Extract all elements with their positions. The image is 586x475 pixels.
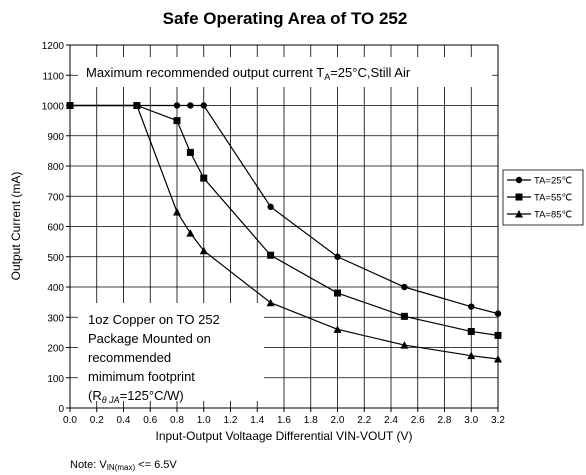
annotation-part: Maximum recommended output current T: [86, 65, 324, 80]
series-line: [70, 104, 499, 360]
y-tick-label: 100: [47, 374, 64, 385]
x-tick-label: 1.8: [304, 415, 318, 426]
marker: [494, 354, 502, 363]
y-tick-label: 200: [47, 344, 64, 355]
series-line: [70, 104, 499, 336]
x-tick-label: 0.6: [143, 415, 157, 426]
x-axis-label: Input-Output Voltaage Differential VIN-V…: [155, 429, 412, 443]
marker: [333, 325, 342, 333]
y-tick-label: 1100: [42, 71, 64, 82]
marker: [267, 203, 274, 211]
note: Note: VIN(max) <= 6.5V: [70, 459, 177, 472]
chart-title: Safe Operating Area of TO 252: [163, 9, 408, 28]
box-annotation: (Rθ JA=125°C/W): [88, 388, 184, 405]
x-tick-label: 0.8: [170, 415, 184, 426]
y-tick-label: 400: [47, 283, 64, 294]
marker: [199, 246, 208, 255]
box-annotation: mimimum footprint: [88, 369, 195, 384]
box-annotation: Package Mounted on: [88, 331, 211, 346]
legend-label: TA=25℃: [534, 176, 573, 187]
marker: [187, 102, 194, 109]
marker: [400, 341, 409, 349]
series-line: [70, 104, 499, 315]
marker: [515, 193, 523, 201]
marker: [334, 289, 341, 297]
x-tick-label: 1.2: [224, 415, 238, 426]
plot-frame: [69, 44, 499, 409]
y-axis-label: Output Current (mA): [9, 172, 23, 281]
top-annotation: Maximum recommended output current TA=25…: [86, 65, 411, 82]
y-tick-label: 500: [47, 253, 64, 264]
marker: [186, 229, 195, 237]
marker: [266, 298, 275, 307]
marker: [186, 148, 194, 156]
marker: [515, 210, 523, 218]
marker: [467, 327, 475, 335]
x-tick-label: 2.8: [438, 415, 452, 426]
annotation-part: =25°C,Still Air: [330, 65, 411, 80]
x-tick-label: 1.6: [277, 415, 291, 426]
x-tick-label: 1.0: [197, 415, 211, 426]
marker: [173, 117, 181, 125]
marker: [494, 310, 502, 317]
annotation-box: [78, 303, 264, 401]
marker: [200, 102, 207, 109]
x-tick-label: 3.0: [464, 415, 478, 426]
x-tick-label: 0.2: [90, 415, 104, 426]
annotation-part: A: [324, 72, 330, 82]
marker: [468, 303, 475, 310]
y-tick-label: 800: [47, 162, 64, 173]
marker: [515, 176, 523, 184]
y-tick-label: 0: [58, 404, 64, 415]
y-tick-label: 1200: [42, 41, 65, 52]
marker: [334, 253, 341, 260]
y-tick-label: 700: [47, 192, 64, 203]
legend-label: TA=85℃: [534, 210, 573, 221]
y-tick-label: 300: [47, 313, 64, 324]
marker: [132, 101, 141, 109]
marker: [173, 102, 181, 109]
x-tick-label: 0.0: [63, 415, 77, 426]
x-tick-label: 3.2: [491, 415, 505, 426]
marker: [66, 101, 74, 109]
note-text: <= 6.5V: [135, 459, 177, 471]
x-tick-label: 2.0: [331, 415, 345, 426]
y-tick-label: 900: [47, 132, 64, 143]
y-tick-label: 600: [47, 223, 64, 234]
annotation-part: θ JA: [102, 395, 120, 405]
annotation-part: =125°C/W): [120, 388, 184, 403]
x-tick-label: 2.2: [357, 415, 371, 426]
marker: [173, 207, 181, 216]
x-tick-label: 0.4: [117, 415, 131, 426]
annotation-part: (R: [88, 388, 102, 403]
x-tick-label: 1.4: [250, 415, 264, 426]
marker: [494, 331, 502, 339]
marker: [467, 351, 476, 360]
marker: [200, 174, 208, 182]
x-tick-label: 2.4: [384, 415, 398, 426]
marker: [400, 312, 408, 320]
marker: [267, 251, 275, 259]
annotation-box: [78, 57, 492, 87]
box-annotation: recommended: [88, 350, 171, 365]
note-sub: IN(max): [107, 463, 136, 472]
y-tick-label: 1000: [42, 102, 65, 113]
marker: [401, 283, 408, 291]
x-tick-label: 2.6: [411, 415, 425, 426]
legend-label: TA=55℃: [534, 193, 573, 204]
note-text: Note: V: [70, 459, 107, 471]
box-annotation: 1oz Copper on TO 252: [88, 312, 220, 327]
